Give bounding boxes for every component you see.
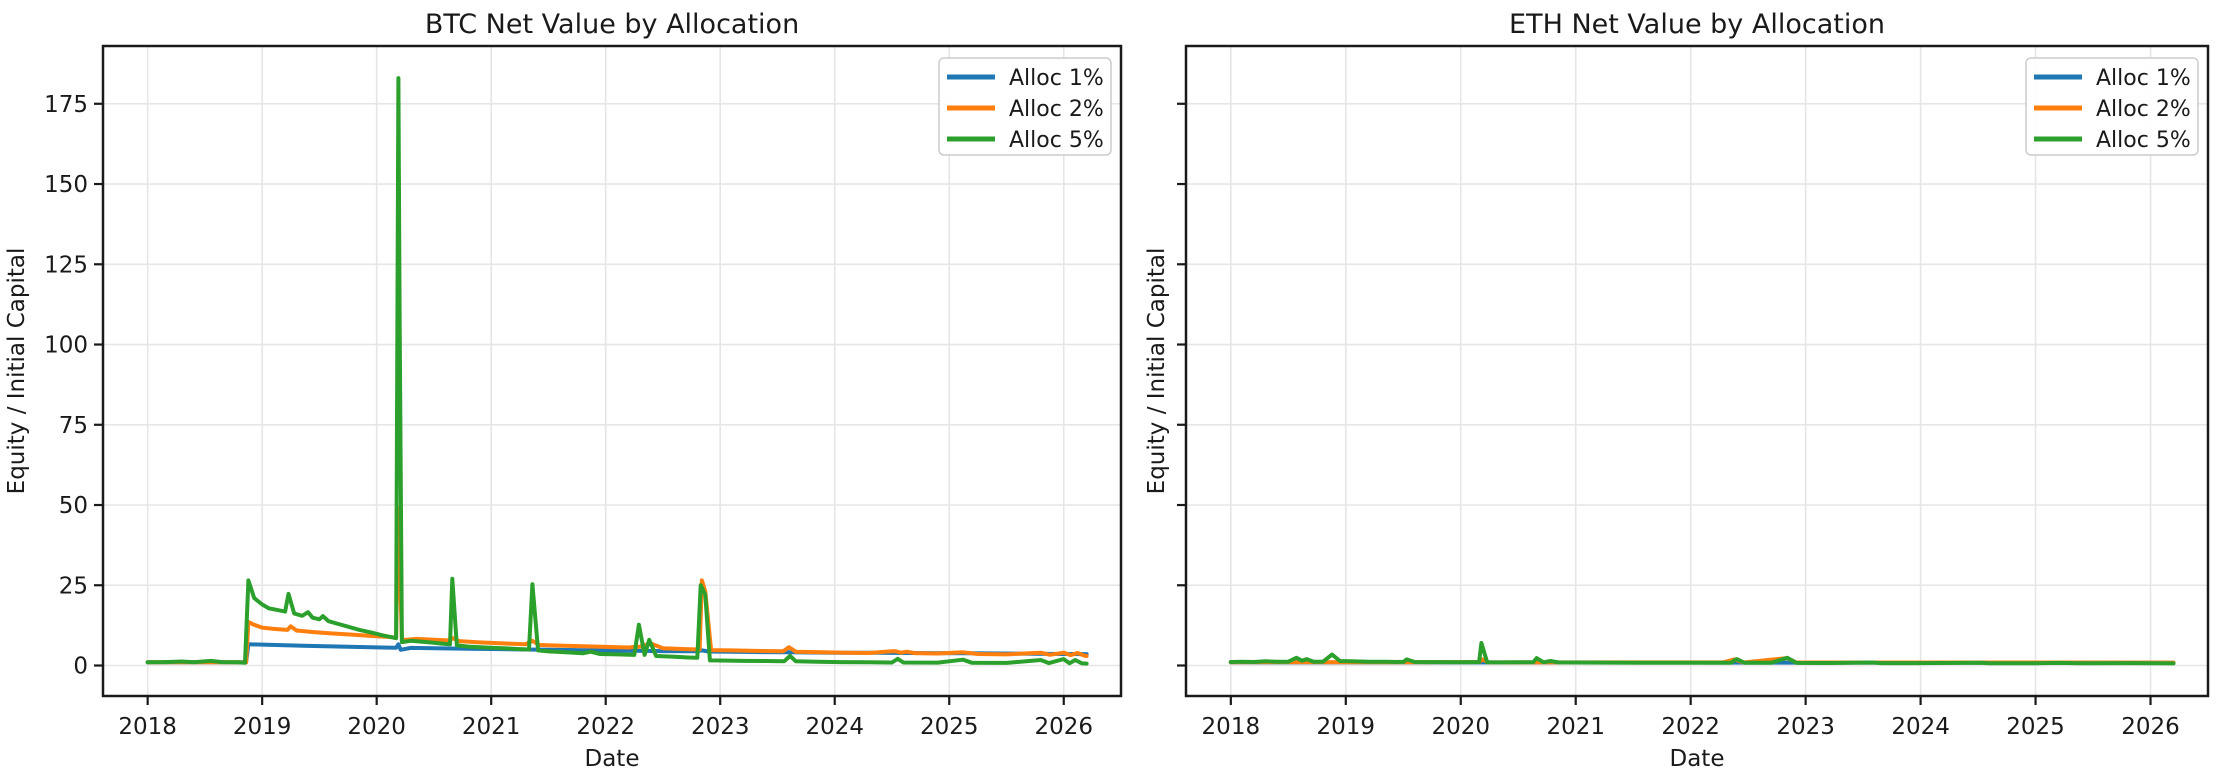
x-tick-label: 2026 — [2121, 714, 2180, 740]
x-tick-label: 2019 — [233, 714, 292, 740]
chart-title: BTC Net Value by Allocation — [425, 9, 799, 40]
x-tick-label: 2023 — [691, 714, 750, 740]
y-tick-label: 125 — [44, 252, 88, 278]
x-tick-label: 2021 — [462, 714, 521, 740]
btc-series-group — [145, 76, 1089, 666]
x-tick-label: 2021 — [1546, 714, 1605, 740]
y-tick-label: 75 — [59, 413, 88, 439]
eth-chart: 2018 2019 2020 2021 2022 2023 2024 2025 2026 ETH … — [1144, 9, 2210, 772]
legend-label: Alloc 5% — [2096, 128, 2191, 153]
y-tick-label: 175 — [44, 92, 88, 118]
legend: Alloc 1% Alloc 2% Alloc 5% — [938, 57, 1112, 156]
series-line-alloc-5- — [1228, 641, 2176, 666]
legend-box — [938, 57, 1112, 156]
series-line-alloc-2- — [145, 506, 1089, 665]
x-tick-label: 2022 — [576, 714, 635, 740]
x-tick-label: 2018 — [1202, 714, 1261, 740]
legend: Alloc 1% Alloc 2% Alloc 5% — [2025, 57, 2199, 156]
series-line-alloc-5- — [145, 76, 1089, 666]
x-tick-label: 2026 — [1034, 714, 1093, 740]
chart-title: ETH Net Value by Allocation — [1509, 9, 1885, 40]
eth-series-group — [1228, 641, 2176, 666]
x-tick-label: 2023 — [1776, 714, 1835, 740]
x-tick-label: 2025 — [2006, 714, 2065, 740]
y-axis-label: Equity / Initial Capital — [1144, 248, 1170, 495]
legend-label: Alloc 2% — [2096, 97, 2191, 122]
x-axis-label: Date — [585, 746, 640, 772]
y-tick-label: 25 — [59, 573, 88, 599]
legend-box — [2025, 57, 2199, 156]
y-tick-label: 150 — [44, 172, 88, 198]
y-tick-label: 0 — [73, 654, 88, 680]
x-tick-label: 2024 — [1891, 714, 1950, 740]
axes-frame — [1184, 44, 2210, 698]
legend-label: Alloc 2% — [1009, 97, 1104, 122]
x-tick-label: 2018 — [118, 714, 177, 740]
axes-frame — [101, 44, 1123, 698]
x-tick-label: 2025 — [920, 714, 979, 740]
y-axis-label: Equity / Initial Capital — [4, 248, 30, 495]
y-tick-label: 50 — [59, 493, 88, 519]
x-axis-label: Date — [1670, 746, 1725, 772]
x-tick-label: 2019 — [1317, 714, 1376, 740]
legend-label: Alloc 1% — [2096, 66, 2191, 91]
x-tick-label: 2024 — [805, 714, 864, 740]
btc-chart: 2018 2019 2020 2021 2022 2023 2024 2025 2026 0 25 5… — [4, 9, 1123, 772]
x-tick-label: 2020 — [347, 714, 406, 740]
x-tick-label: 2020 — [1431, 714, 1490, 740]
x-tick-label: 2022 — [1661, 714, 1720, 740]
y-tick-label: 100 — [44, 333, 88, 359]
legend-label: Alloc 1% — [1009, 66, 1104, 91]
legend-label: Alloc 5% — [1009, 128, 1104, 153]
